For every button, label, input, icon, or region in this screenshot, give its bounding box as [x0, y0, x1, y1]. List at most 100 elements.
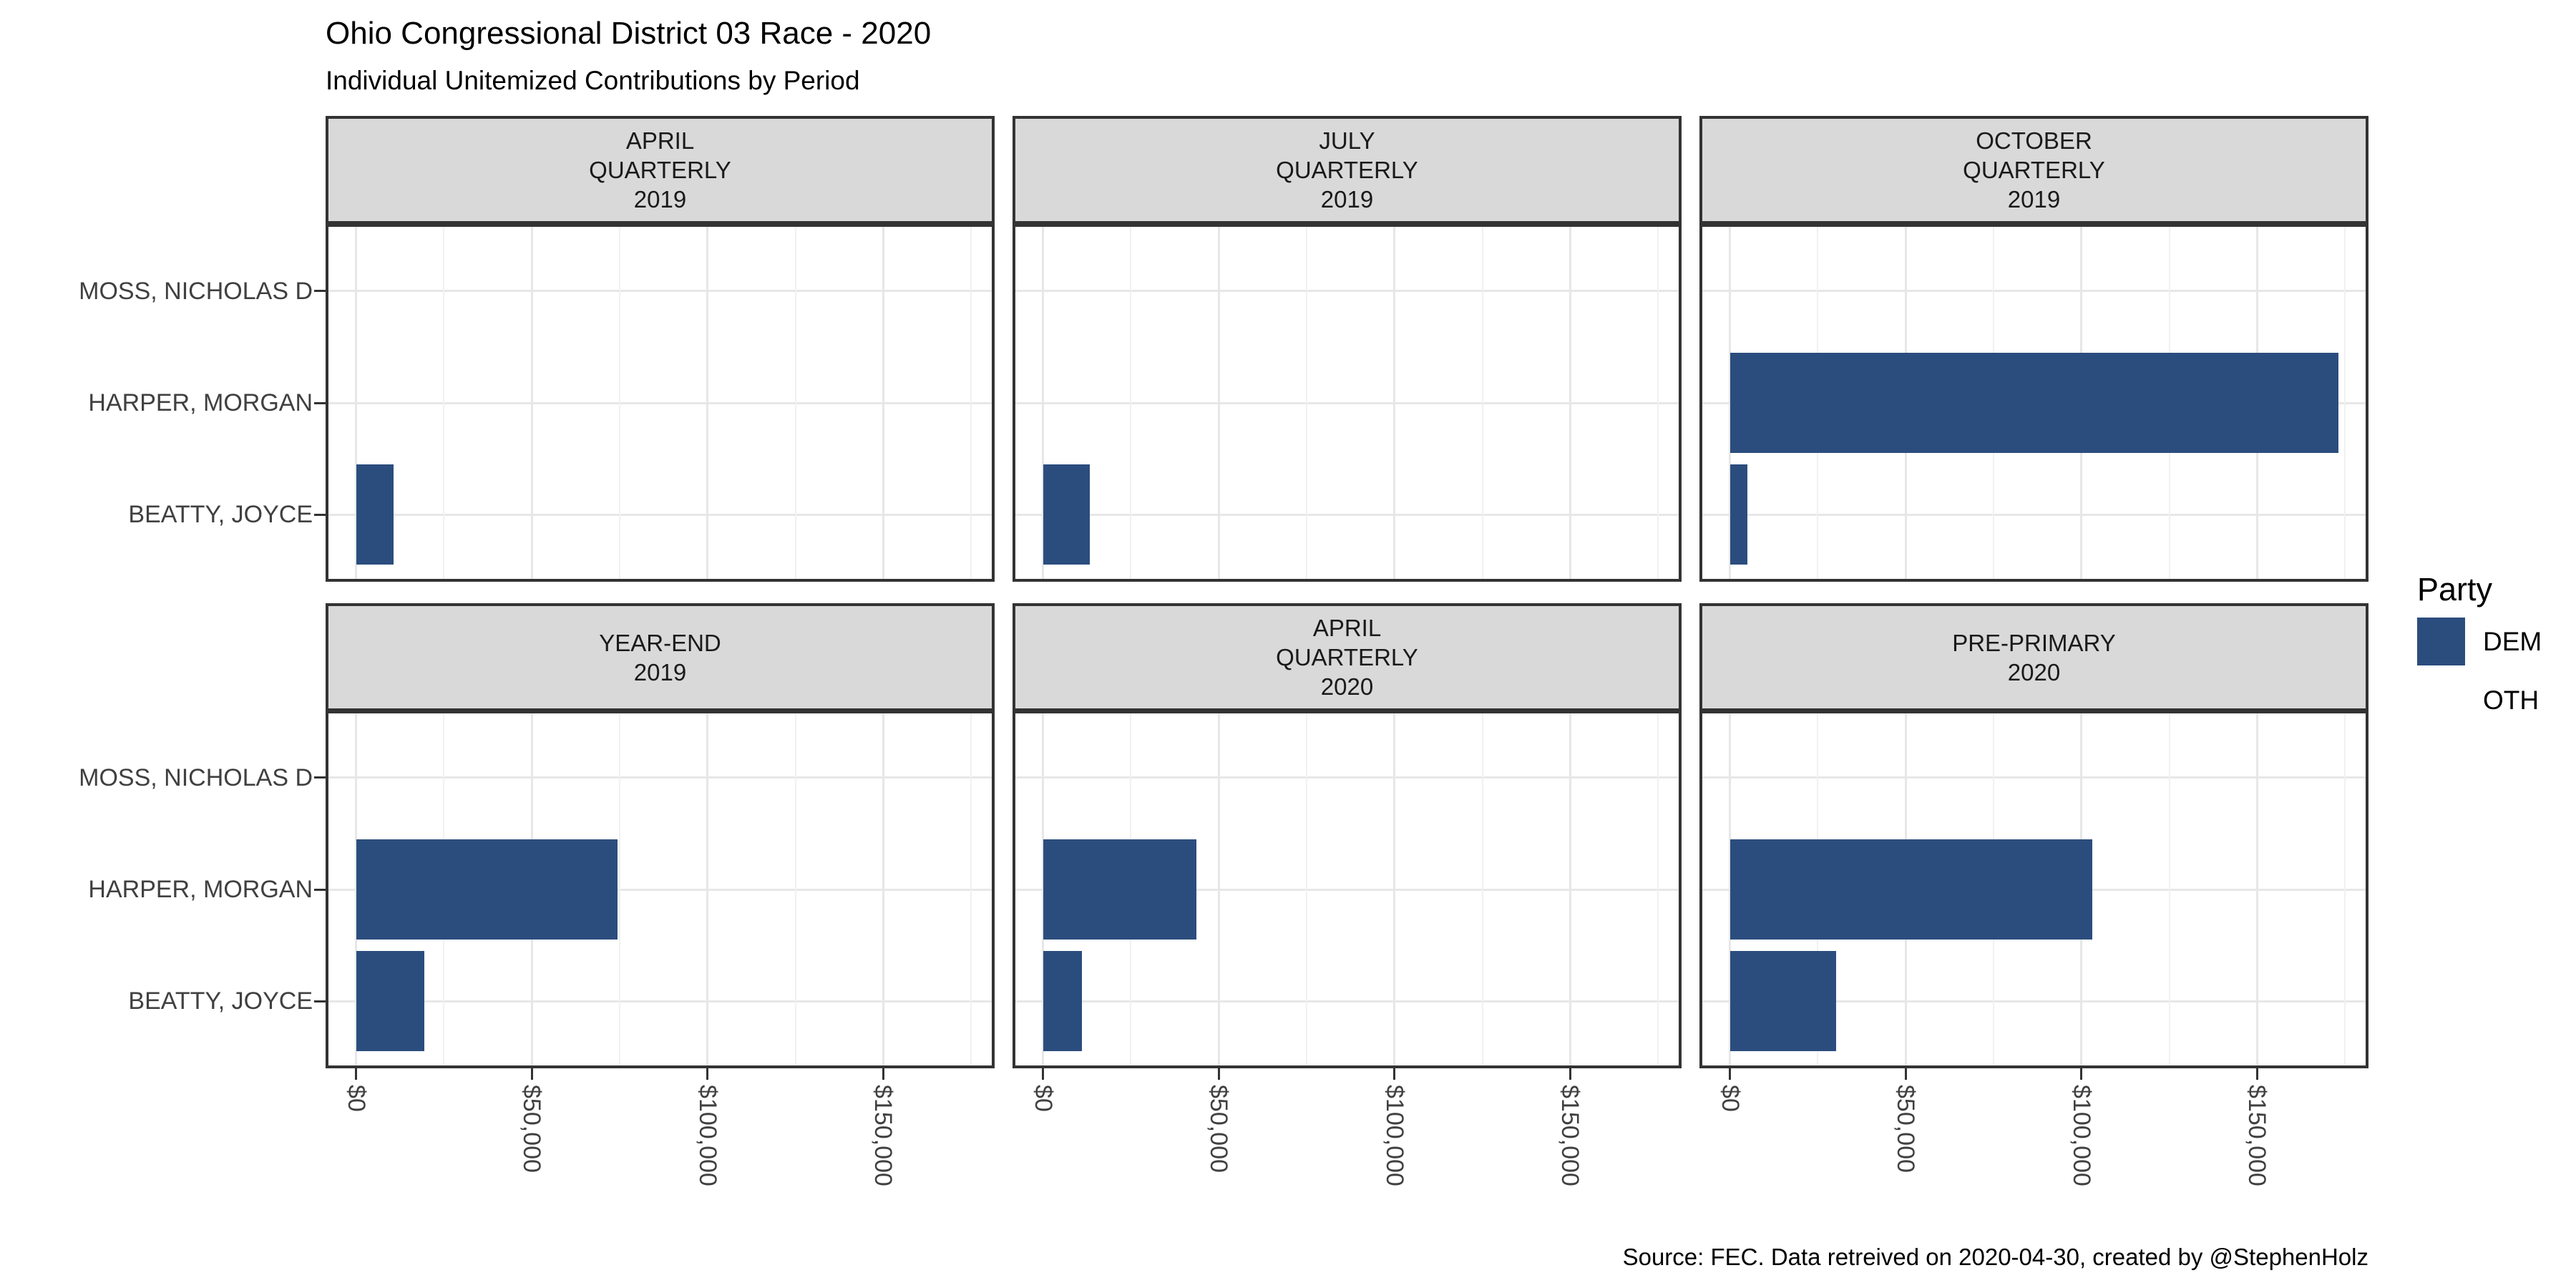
facet-strip-label-line: QUARTERLY [1276, 157, 1418, 183]
y-axis-label: BEATTY, JOYCE [128, 501, 313, 529]
bar [1729, 464, 1748, 565]
x-axis-tick-mark [530, 1068, 533, 1080]
facet-panel [1013, 224, 1682, 582]
gridline-vertical-major [1217, 224, 1220, 582]
gridline-vertical-minor [1305, 711, 1307, 1068]
legend-entry-label: DEM [2483, 627, 2542, 656]
gridline-horizontal-major [1013, 513, 1682, 516]
gridline-vertical-minor [1130, 224, 1132, 582]
y-axis-tick-mark [314, 290, 326, 293]
gridline-vertical-minor [1657, 711, 1659, 1068]
bar [1729, 839, 2092, 940]
y-axis-tick-mark [314, 401, 326, 404]
gridline-vertical-major [1217, 711, 1220, 1068]
facet-strip-label-line: 2019 [633, 186, 687, 213]
facet-panel [326, 224, 995, 582]
facet-panel [326, 711, 995, 1068]
facet-strip: OCTOBER QUARTERLY 2019 [1699, 116, 2368, 224]
x-axis-label: $100,000 [1380, 1085, 1408, 1186]
x-axis-tick-mark [1904, 1068, 1907, 1080]
x-axis-label: $50,000 [1205, 1085, 1233, 1173]
x-axis-label: $150,000 [869, 1085, 897, 1186]
facet-strip-label-line: QUARTERLY [1963, 157, 2105, 183]
facet-strip: PRE-PRIMARY 2020 [1699, 603, 2368, 711]
gridline-vertical-minor [2344, 224, 2346, 582]
facet-strip: APRIL QUARTERLY 2019 [326, 116, 995, 224]
gridline-vertical-minor [443, 224, 445, 582]
x-axis-label: $0 [342, 1085, 370, 1112]
bar [1043, 464, 1090, 565]
x-axis-tick-mark [1729, 1068, 1731, 1080]
x-axis-tick-mark [1568, 1068, 1571, 1080]
x-axis-label: $150,000 [2243, 1085, 2271, 1186]
facet-strip: APRIL QUARTERLY 2020 [1013, 603, 1682, 711]
bar [1043, 951, 1082, 1052]
facet-strip-label-line: QUARTERLY [589, 157, 731, 183]
gridline-vertical-minor [2344, 711, 2346, 1068]
bar [1729, 951, 1836, 1052]
gridline-horizontal-major [326, 401, 995, 404]
bar [356, 464, 394, 565]
gridline-horizontal-major [1699, 290, 2368, 293]
gridline-vertical-major [1393, 711, 1396, 1068]
gridline-horizontal-major [1699, 513, 2368, 516]
gridline-vertical-major [1568, 224, 1571, 582]
legend-swatch [2417, 618, 2465, 665]
x-axis-label: $100,000 [2067, 1085, 2095, 1186]
x-axis-label: $100,000 [693, 1085, 721, 1186]
gridline-vertical-minor [970, 711, 972, 1068]
bar [356, 951, 425, 1052]
bar [1729, 353, 2338, 453]
y-axis-label: BEATTY, JOYCE [128, 987, 313, 1015]
gridline-vertical-minor [1657, 224, 1659, 582]
gridline-horizontal-major [326, 513, 995, 516]
x-axis-label: $50,000 [1892, 1085, 1920, 1173]
facet-strip: YEAR-END 2019 [326, 603, 995, 711]
gridline-vertical-minor [1305, 224, 1307, 582]
bar [1043, 839, 1197, 940]
facet-panel [1699, 224, 2368, 582]
x-axis-label: $150,000 [1556, 1085, 1584, 1186]
x-axis-tick-mark [2080, 1068, 2083, 1080]
facet-panel [1699, 711, 2368, 1068]
facet-strip-label-line: PRE-PRIMARY [1952, 629, 2116, 656]
x-axis-label: $0 [1029, 1085, 1057, 1112]
x-axis-label: $0 [1716, 1085, 1744, 1112]
facet-strip-label-line: 2020 [2007, 658, 2061, 686]
facet-strip-label-line: YEAR-END [599, 629, 721, 656]
gridline-horizontal-major [326, 888, 995, 891]
gridline-horizontal-major [326, 776, 995, 779]
gridline-horizontal-major [1013, 888, 1682, 891]
gridline-horizontal-major [1013, 290, 1682, 293]
gridline-vertical-minor [618, 224, 620, 582]
y-axis-tick-mark [314, 1000, 326, 1002]
gridline-horizontal-major [1013, 1000, 1682, 1002]
x-axis-label: $50,000 [518, 1085, 546, 1173]
facet-strip-label-line: 2020 [1320, 673, 1374, 700]
chart-caption: Source: FEC. Data retreived on 2020-04-3… [1622, 1244, 2368, 1270]
y-axis-label: HARPER, MORGAN [88, 876, 313, 903]
gridline-horizontal-major [1013, 776, 1682, 779]
y-axis-label: MOSS, NICHOLAS D [79, 763, 313, 791]
gridline-vertical-major [355, 224, 357, 582]
facet-strip-label-line: 2019 [633, 658, 687, 686]
x-axis-tick-mark [2255, 1068, 2258, 1080]
x-axis-tick-mark [1042, 1068, 1044, 1080]
legend-entry-label: OTH [2483, 686, 2540, 715]
facet-strip-label-line: APRIL [625, 127, 695, 154]
gridline-vertical-major [882, 711, 884, 1068]
bar [356, 839, 618, 940]
gridline-vertical-major [882, 224, 884, 582]
gridline-horizontal-major [326, 1000, 995, 1002]
facet-panel [1013, 711, 1682, 1068]
chart-title: Ohio Congressional District 03 Race - 20… [326, 16, 932, 51]
x-axis-tick-mark [1393, 1068, 1396, 1080]
x-axis-tick-mark [706, 1068, 709, 1080]
gridline-vertical-major [706, 224, 709, 582]
gridline-horizontal-major [326, 290, 995, 293]
x-axis-tick-mark [1217, 1068, 1220, 1080]
facet-strip-label-line: JULY [1319, 127, 1375, 154]
y-axis-tick-mark [314, 513, 326, 516]
y-axis-tick-mark [314, 888, 326, 891]
